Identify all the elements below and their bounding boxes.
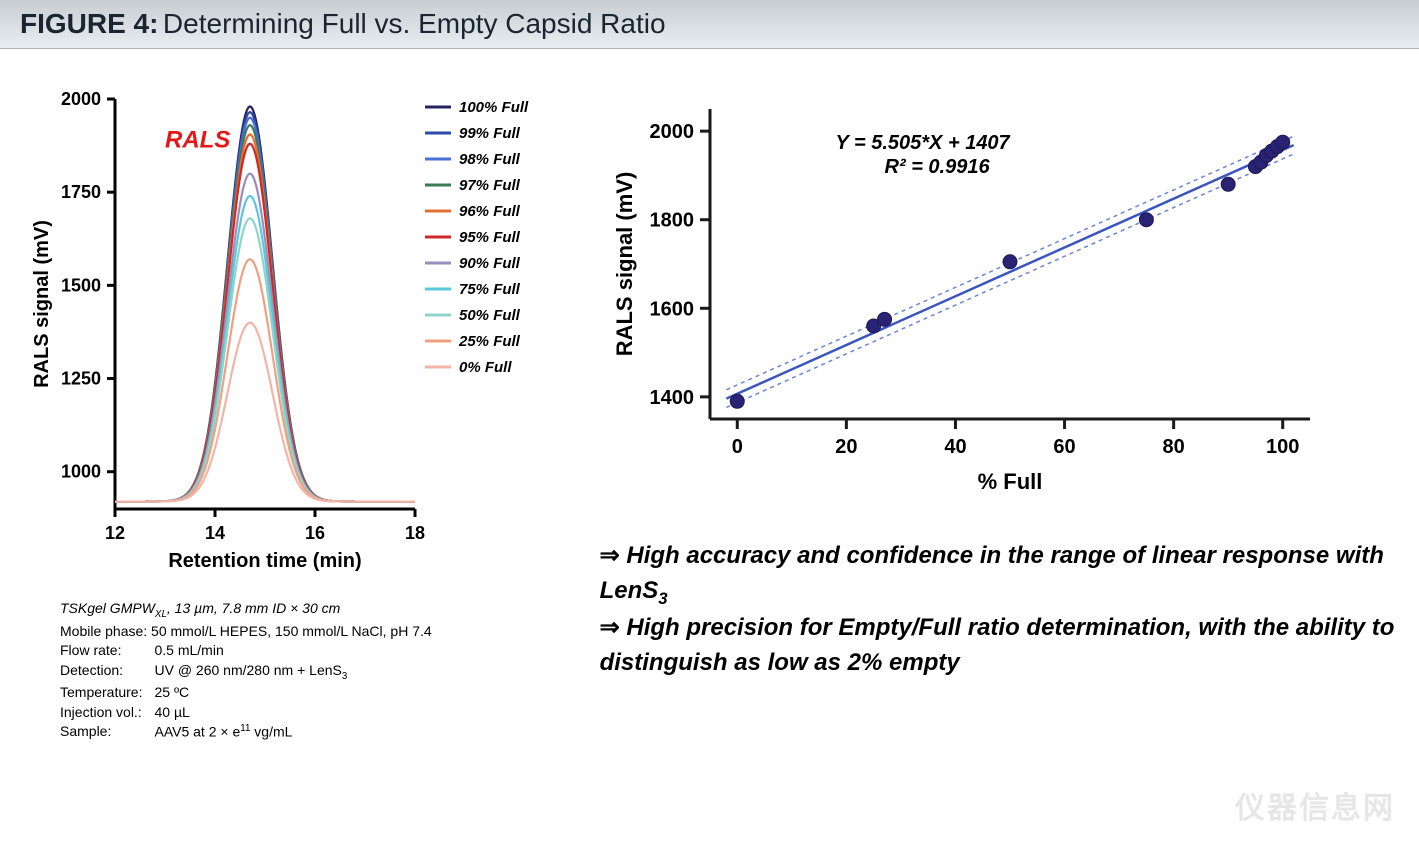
svg-text:75% Full: 75% Full [459, 281, 521, 298]
left-column: 1000 1250 1500 1750 2000 12 14 16 18 Retention ti… [20, 79, 580, 743]
svg-text:1500: 1500 [61, 275, 101, 295]
method-value: 40 µL [154, 703, 359, 723]
svg-text:14: 14 [205, 523, 225, 543]
svg-text:99% Full: 99% Full [459, 125, 521, 142]
method-value: UV @ 260 nm/280 nm + LenS3 [154, 661, 359, 684]
figure-notes: ⇒ High accuracy and confidence in the ra… [600, 539, 1399, 681]
svg-text:2000: 2000 [61, 89, 101, 109]
method-column: TSKgel GMPWXL, 13 µm, 7.8 mm ID × 30 cm [60, 599, 570, 622]
method-mobile-phase: Mobile phase: 50 mmol/L HEPES, 150 mmol/… [60, 622, 570, 642]
rals-peak-chart: 1000 1250 1500 1750 2000 12 14 16 18 Retention ti… [20, 79, 560, 579]
svg-text:60: 60 [1053, 436, 1075, 458]
svg-text:1250: 1250 [61, 369, 101, 389]
svg-text:1600: 1600 [649, 298, 694, 320]
method-info: TSKgel GMPWXL, 13 µm, 7.8 mm ID × 30 cm … [60, 599, 570, 743]
note-item: ⇒ High precision for Empty/Full ratio de… [600, 611, 1399, 681]
svg-text:Retention time (min): Retention time (min) [168, 550, 361, 572]
svg-text:95% Full: 95% Full [459, 229, 521, 246]
svg-text:Y = 5.505*X + 1407: Y = 5.505*X + 1407 [835, 132, 1010, 154]
method-key: Injection vol.: [60, 703, 154, 723]
svg-text:98% Full: 98% Full [459, 151, 521, 168]
svg-text:0% Full: 0% Full [459, 359, 512, 376]
svg-text:0: 0 [731, 436, 742, 458]
method-row: Injection vol.:40 µL [60, 703, 359, 723]
svg-text:RALS signal (mV): RALS signal (mV) [612, 172, 637, 357]
svg-text:90% Full: 90% Full [459, 255, 521, 272]
method-key: Temperature: [60, 683, 154, 703]
rals-scatter-chart: 1400 1600 1800 2000 0 20 40 60 80 100 % Full RALS s… [600, 79, 1340, 499]
figure-header: FIGURE 4: Determining Full vs. Empty Cap… [0, 0, 1419, 49]
figure-label: FIGURE 4: [20, 8, 158, 39]
method-row: Temperature:25 ºC [60, 683, 359, 703]
method-key: Flow rate: [60, 641, 154, 661]
method-value: 25 ºC [154, 683, 359, 703]
svg-text:1800: 1800 [649, 210, 694, 232]
svg-text:25% Full: 25% Full [458, 333, 521, 350]
note-item: ⇒ High accuracy and confidence in the ra… [600, 539, 1399, 611]
figure-root: FIGURE 4: Determining Full vs. Empty Cap… [0, 0, 1419, 847]
svg-text:RALS: RALS [165, 126, 230, 153]
svg-text:12: 12 [105, 523, 125, 543]
svg-text:50% Full: 50% Full [459, 307, 521, 324]
figure-content: 1000125015001750200012141618Retention ti… [0, 49, 1419, 763]
right-column: 1400 1600 1800 2000 0 20 40 60 80 100 % Full RALS s… [580, 79, 1399, 743]
svg-text:96% Full: 96% Full [459, 203, 521, 220]
svg-text:1000: 1000 [61, 462, 101, 482]
figure-title: Determining Full vs. Empty Capsid Ratio [163, 8, 666, 39]
method-value: 0.5 mL/min [154, 641, 359, 661]
method-row: Flow rate:0.5 mL/min [60, 641, 359, 661]
svg-text:% Full: % Full [977, 469, 1042, 494]
svg-text:100: 100 [1266, 436, 1299, 458]
method-value: AAV5 at 2 × e11 vg/mL [154, 722, 359, 742]
svg-text:2000: 2000 [649, 121, 694, 143]
method-key: Sample: [60, 722, 154, 742]
svg-text:16: 16 [305, 523, 325, 543]
method-table: Flow rate:0.5 mL/minDetection:UV @ 260 n… [60, 641, 359, 743]
svg-text:1400: 1400 [649, 387, 694, 409]
method-row: Sample:AAV5 at 2 × e11 vg/mL [60, 722, 359, 742]
watermark: 仪器信息网 [1235, 783, 1395, 827]
svg-text:1750: 1750 [61, 182, 101, 202]
svg-text:20: 20 [835, 436, 857, 458]
svg-text:80: 80 [1162, 436, 1184, 458]
method-row: Detection:UV @ 260 nm/280 nm + LenS3 [60, 661, 359, 684]
svg-text:97% Full: 97% Full [459, 177, 521, 194]
svg-text:100% Full: 100% Full [459, 99, 529, 116]
svg-text:R² = 0.9916: R² = 0.9916 [884, 156, 990, 178]
svg-text:40: 40 [944, 436, 966, 458]
svg-text:18: 18 [405, 523, 425, 543]
method-key: Detection: [60, 661, 154, 684]
svg-text:RALS signal (mV): RALS signal (mV) [31, 220, 53, 388]
